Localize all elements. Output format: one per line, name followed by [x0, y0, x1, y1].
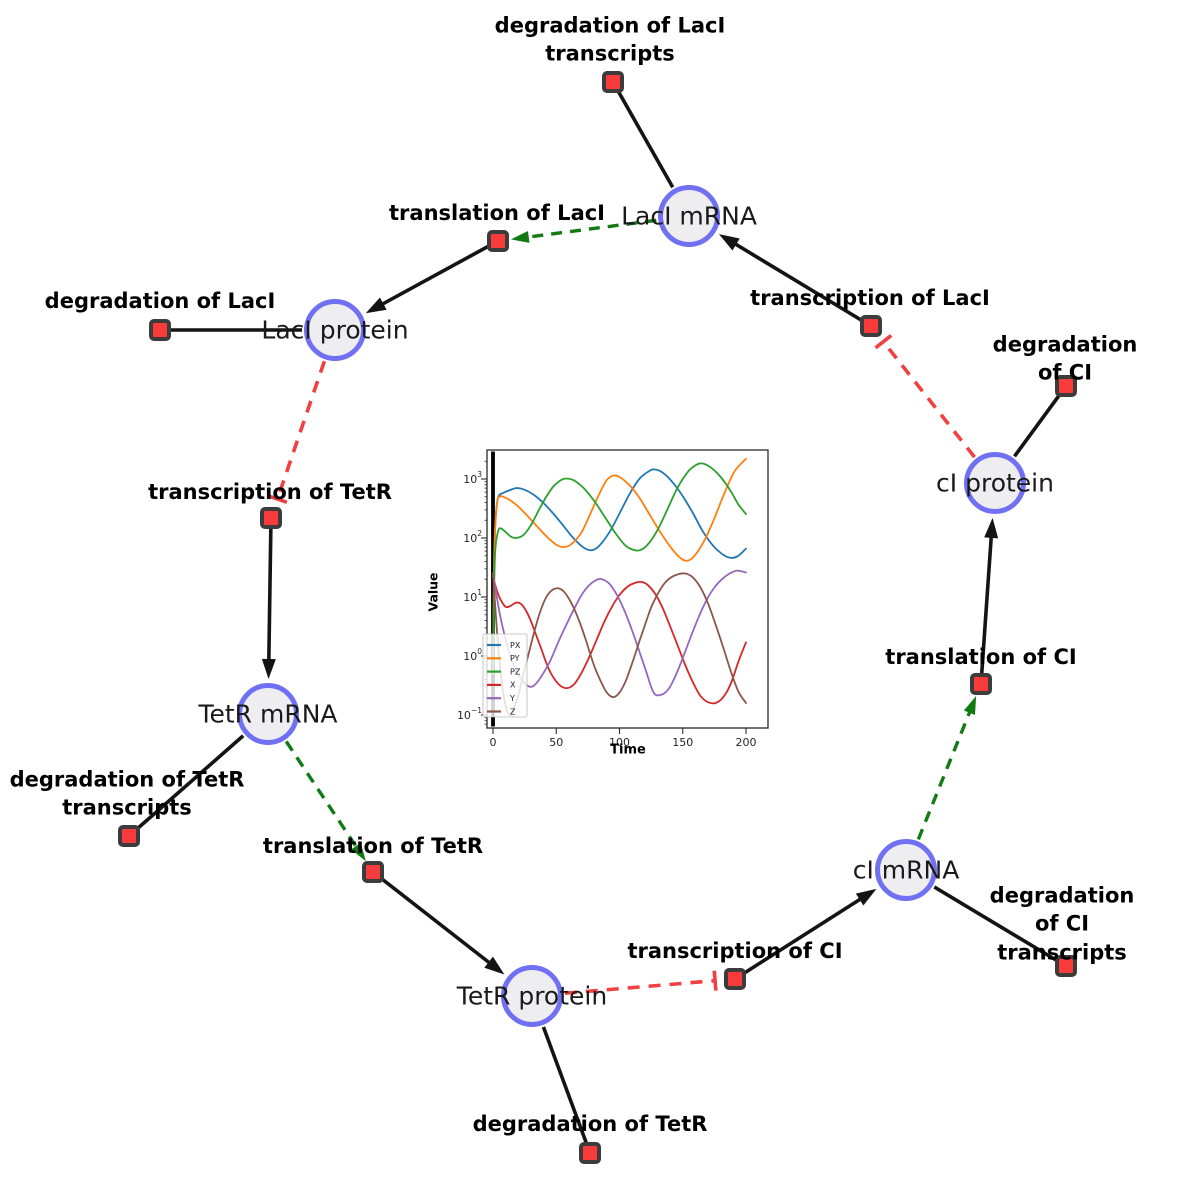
y-axis-tick-label: 103: [463, 470, 482, 486]
edge-transcription-laci-to-laci-mrna-arrow: [730, 239, 872, 328]
x-axis-tick-label: 200: [736, 736, 757, 749]
legend-label-Z: Z: [510, 707, 516, 716]
x-axis-tick-label: 150: [672, 736, 693, 749]
edge-tetr-protein-to-deg-tetr-line: [541, 1026, 592, 1154]
reaction-node-transcription-laci: [860, 315, 882, 337]
edge-translation-tetr-to-tetr-protein-arrow-arrowhead: [484, 956, 505, 975]
edge-laci-mrna-to-deg-laci-transcripts-line: [611, 81, 675, 189]
series-line-PY: [492, 457, 747, 675]
x-axis-tick-label: 100: [609, 736, 630, 749]
reaction-node-deg-tetr: [579, 1142, 601, 1164]
edge-laci-protein-to-transcription-tetr-inhibition: [275, 360, 327, 500]
legend-box: [482, 633, 528, 718]
edge-ci-protein-to-deg-ci-line: [1013, 384, 1068, 458]
reaction-node-label-transcription-tetr: transcription of TetR: [148, 479, 392, 504]
reaction-node-label-deg-ci: degradation of CI: [992, 332, 1138, 385]
legend-label-PY: PY: [510, 654, 520, 663]
legend-label-X: X: [510, 681, 516, 690]
legend-label-PX: PX: [510, 641, 521, 650]
y-axis-tick-label: 101: [463, 588, 482, 604]
species-node-laci-protein: [304, 299, 366, 361]
plot-frame: [486, 449, 769, 729]
species-node-laci-mrna: [658, 185, 720, 247]
edge-laci-mrna-to-translation-laci-modifier-arrowhead: [510, 231, 530, 243]
x-axis-tick-label: 0: [490, 736, 497, 749]
reaction-node-deg-laci: [149, 319, 171, 341]
edge-tetr-protein-to-transcription-ci-inhibition: [564, 978, 716, 996]
edge-ci-mrna-to-deg-ci-transcripts-line: [933, 885, 1067, 968]
reaction-node-label-translation-laci: translation of LacI: [389, 200, 605, 225]
reaction-node-label-translation-tetr: translation of TetR: [262, 833, 484, 858]
reaction-node-deg-ci-transcripts: [1055, 955, 1077, 977]
reaction-node-label-transcription-ci: transcription of CI: [627, 938, 843, 963]
chart-x-axis-label: Time: [610, 742, 646, 758]
series-line-Y: [492, 569, 747, 697]
edge-tetr-protein-to-transcription-ci-inhibition-tbar: [712, 970, 718, 991]
species-node-label-laci-protein: LacI protein: [261, 315, 409, 345]
series-line-PZ: [492, 462, 747, 675]
edge-tetr-mrna-to-translation-tetr-modifier: [284, 740, 361, 852]
edge-translation-tetr-to-tetr-protein-arrow: [371, 870, 495, 968]
reaction-node-deg-tetr-transcripts: [118, 825, 140, 847]
simulation-inset-plot: 10−1 100 101 102 103 0 50 100 150 200 PX PY PZ XYZ: [457, 449, 769, 749]
chart-y-axis-label: Value: [425, 572, 441, 612]
series-line-X: [492, 575, 747, 705]
edge-laci-protein-to-transcription-tetr-inhibition-tbar: [267, 494, 288, 504]
reaction-node-translation-tetr: [362, 861, 384, 883]
edge-tetr-mrna-to-translation-tetr-modifier-arrowhead: [350, 842, 366, 862]
reaction-node-translation-ci: [970, 673, 992, 695]
species-node-label-ci-mrna: cI mRNA: [852, 855, 960, 885]
species-node-label-laci-mrna: LacI mRNA: [621, 201, 757, 231]
species-node-label-tetr-protein: TetR protein: [456, 981, 608, 1011]
reaction-node-deg-ci: [1055, 375, 1077, 397]
edge-transcription-laci-to-laci-mrna-arrow-arrowhead: [718, 234, 740, 251]
edge-translation-laci-to-laci-protein-arrow-arrowhead: [365, 297, 387, 314]
reaction-node-label-deg-laci-transcripts: degradation of LacI transcripts: [494, 13, 726, 66]
species-node-tetr-mrna: [237, 683, 299, 745]
y-axis-tick-label: 102: [463, 529, 482, 545]
species-node-ci-mrna: [875, 839, 937, 901]
x-axis-tick-label: 50: [549, 736, 563, 749]
edge-transcription-ci-to-ci-mrna-arrow: [734, 894, 866, 981]
reaction-node-label-deg-tetr: degradation of TetR: [472, 1111, 708, 1136]
edge-transcription-tetr-to-tetr-mrna-arrow-arrowhead: [261, 658, 276, 680]
edge-ci-protein-to-transcription-laci-inhibition: [881, 340, 976, 459]
reaction-node-transcription-tetr: [260, 507, 282, 529]
reaction-node-deg-laci-transcripts: [602, 71, 624, 93]
edge-transcription-ci-to-ci-mrna-arrow-arrowhead: [855, 888, 877, 906]
reaction-node-label-transcription-laci: transcription of LacI: [750, 285, 990, 310]
edge-tetr-mrna-to-deg-tetr-transcripts-line: [127, 734, 245, 838]
species-node-ci-protein: [964, 452, 1026, 514]
edge-ci-protein-to-transcription-laci-inhibition-tbar: [874, 334, 893, 350]
reaction-node-transcription-ci: [724, 968, 746, 990]
legend-label-Y: Y: [509, 694, 515, 703]
species-node-label-ci-protein: cI protein: [936, 468, 1054, 498]
reaction-node-label-deg-tetr-transcripts: degradation of TetR transcripts: [9, 767, 245, 820]
legend-label-PZ: PZ: [510, 667, 521, 676]
species-node-tetr-protein: [501, 965, 563, 1027]
edge-transcription-tetr-to-tetr-mrna-arrow: [266, 517, 273, 666]
edge-ci-mrna-to-translation-ci-modifier: [916, 707, 973, 841]
edge-translation-ci-to-ci-protein-arrow: [979, 531, 994, 685]
species-node-label-tetr-mrna: TetR mRNA: [198, 699, 338, 729]
reaction-node-label-translation-ci: translation of CI: [885, 644, 1077, 669]
edge-ci-mrna-to-translation-ci-modifier-arrowhead: [963, 696, 977, 715]
edge-translation-ci-to-ci-protein-arrow-arrowhead: [984, 517, 999, 539]
series-line-PX: [492, 468, 747, 675]
y-axis-tick-label: 10−1: [457, 706, 482, 722]
chart-legend: PX PY PZ XYZ: [482, 633, 528, 718]
edge-laci-mrna-to-translation-laci-modifier: [523, 218, 657, 240]
reaction-node-label-deg-laci: degradation of LacI: [44, 288, 276, 313]
edge-translation-laci-to-laci-protein-arrow: [377, 239, 499, 309]
reaction-node-translation-laci: [487, 230, 509, 252]
y-axis-tick-label: 100: [463, 647, 482, 663]
reaction-node-label-deg-ci-transcripts: degradation of CI transcripts: [989, 883, 1135, 965]
chart-series-group: [492, 457, 747, 717]
